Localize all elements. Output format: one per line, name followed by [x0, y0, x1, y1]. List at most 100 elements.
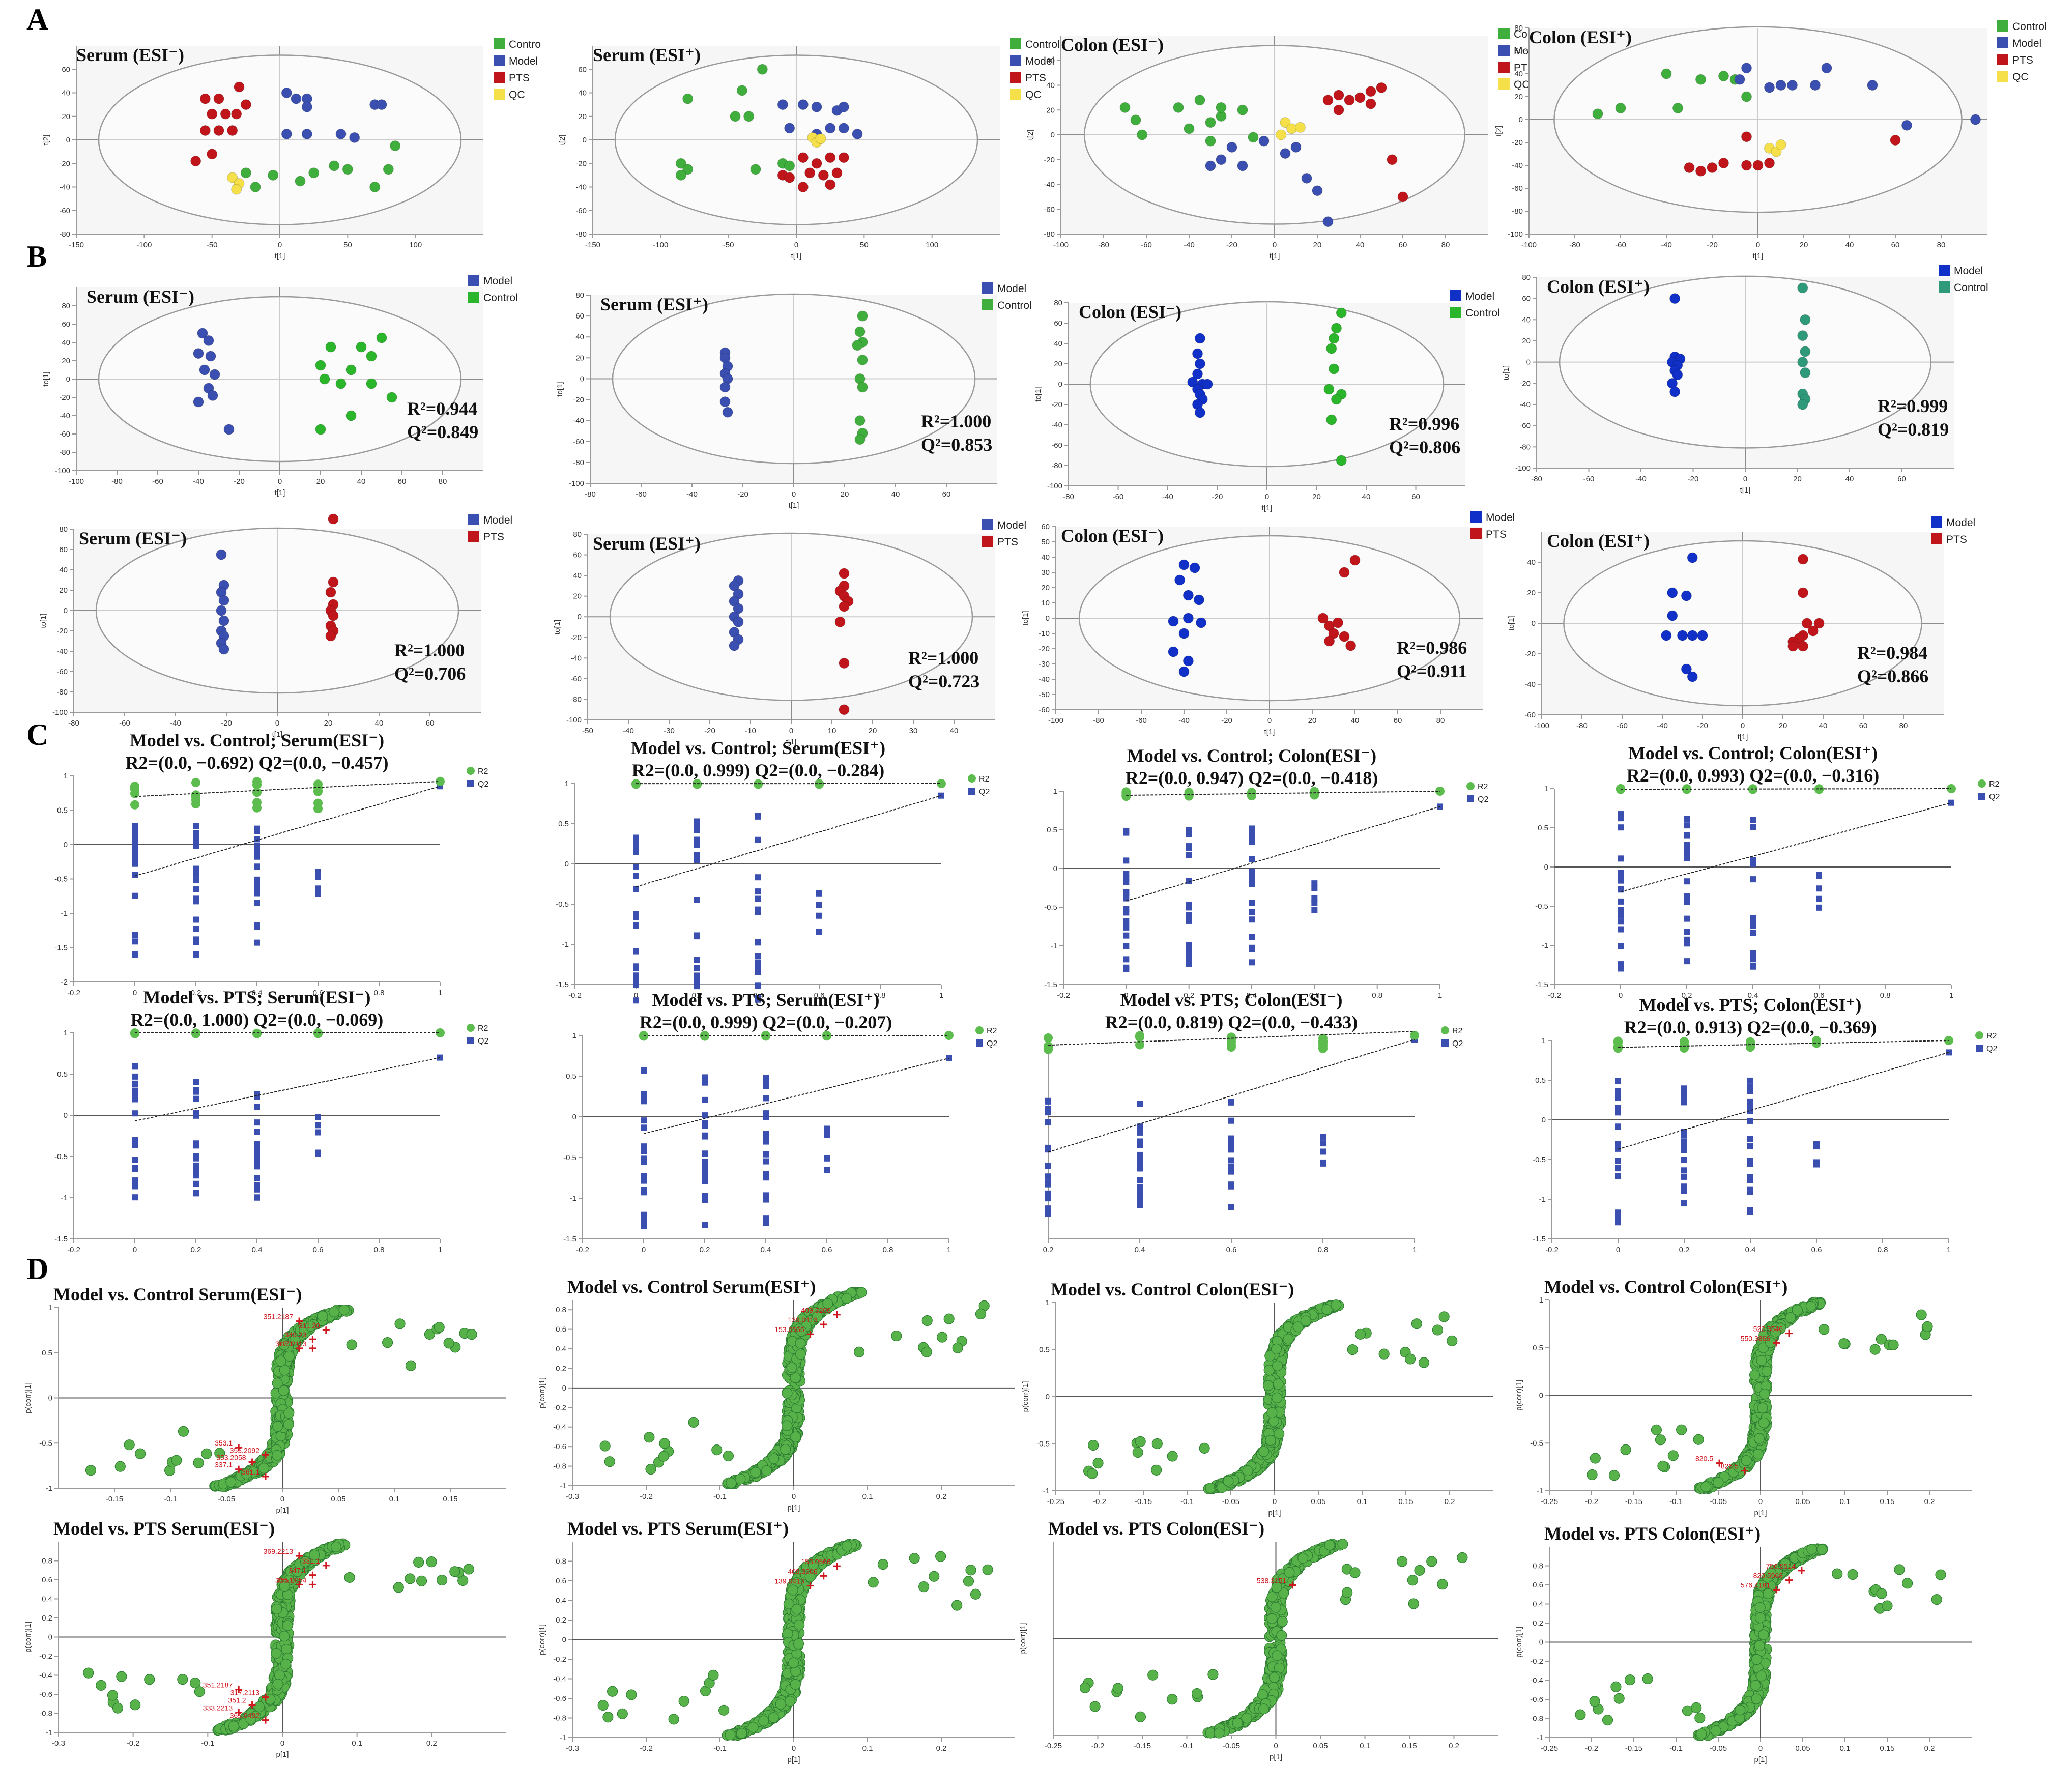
variable-point	[416, 1575, 427, 1586]
q2-point	[193, 936, 199, 943]
x-tick-label: 0.2	[936, 1744, 947, 1753]
y-tick-label: 20	[1041, 584, 1050, 592]
x-tick-label: -60	[1615, 241, 1626, 249]
y-tick-label: 40	[1527, 558, 1536, 567]
q2-point	[1615, 1123, 1621, 1130]
variable-point	[1151, 1438, 1163, 1450]
x-tick-label: -100	[69, 477, 84, 486]
y-tick-label: -0.5	[1535, 902, 1548, 911]
y-tick-label: -2	[61, 978, 68, 987]
point-pts	[1707, 162, 1718, 173]
x-tick-label: -20	[234, 477, 245, 486]
x-tick-label: 80	[1899, 721, 1908, 730]
x-tick-label: -40	[1661, 241, 1672, 249]
x-tick-label: 40	[1356, 241, 1365, 249]
r2-stat: R²=0.984	[1857, 643, 1927, 663]
x-tick-label: 0	[792, 490, 796, 499]
x-tick-label: 0.4	[1745, 1246, 1756, 1254]
y-axis-label: t[2]	[42, 135, 50, 146]
q2-point	[702, 1193, 708, 1199]
legend-q2-marker	[976, 1039, 983, 1047]
variable-point	[393, 1582, 404, 1593]
q2-point	[1615, 1078, 1621, 1084]
variable-point	[214, 1448, 225, 1459]
x-tick-label: -0.1	[164, 1495, 177, 1504]
variable-point	[786, 1362, 797, 1373]
point-control	[319, 373, 330, 385]
variable-point	[1620, 1444, 1631, 1455]
chart-title: Model vs. Control Colon(ESI⁺)	[1544, 1277, 1787, 1297]
y-tick-label: -0.8	[553, 1462, 566, 1471]
point-qc	[1276, 129, 1287, 140]
legend-swatch	[982, 519, 993, 530]
y-tick-label: -1	[46, 1484, 52, 1493]
chart-title: Serum (ESI⁺)	[593, 533, 701, 554]
chart-title: Model vs. PTS; Serum(ESI⁻)	[143, 987, 370, 1007]
q2-point	[1249, 934, 1255, 940]
point-pts	[1752, 160, 1764, 171]
point-pts	[839, 601, 850, 612]
x-tick-label: 0	[1616, 1246, 1620, 1254]
x-tick-label: 1	[438, 1246, 442, 1254]
q2-point	[641, 1223, 647, 1229]
q2-point	[1747, 1207, 1753, 1213]
x-tick-label: 20	[324, 719, 333, 728]
x-tick-label: -40	[686, 490, 698, 499]
q2-point	[755, 813, 761, 819]
point-control	[1323, 384, 1335, 395]
x-tick-label: 1	[1438, 991, 1442, 1000]
marker-label: 347.1	[289, 1567, 306, 1575]
r2-point	[1135, 1032, 1144, 1042]
y-axis-label: to[1]	[1021, 611, 1030, 625]
variable-point	[750, 1467, 761, 1478]
x-tick-label: 1	[1412, 1246, 1417, 1254]
q2-point	[1249, 827, 1255, 833]
score-plot-b22: -100 -80 -60 -40 -20 0 20 40 60 80-60-50-40-30-20…	[1021, 511, 1515, 736]
y-tick-label: -0.2	[553, 1655, 566, 1664]
y-tick-label: 40	[573, 571, 582, 580]
q2-point	[193, 865, 199, 872]
r2-point	[1121, 791, 1131, 800]
variable-point	[841, 1293, 852, 1304]
point-pts	[784, 172, 795, 183]
x-tick-label: -60	[152, 477, 163, 486]
point-model	[1301, 172, 1312, 184]
r2-point	[1044, 1045, 1053, 1054]
legend-swatch	[1997, 37, 2008, 48]
q2-point	[315, 885, 321, 892]
point-control	[784, 160, 795, 171]
variable-point	[1151, 1464, 1162, 1476]
chart-subtitle: R2=(0.0, 0.947) Q2=(0.0, −0.418)	[1126, 768, 1378, 788]
x-tick-label: 0	[278, 241, 282, 249]
q2-point	[1684, 893, 1690, 900]
y-axis-label: to[1]	[1507, 616, 1516, 630]
y-axis-label: p(corr)[1]	[24, 1622, 33, 1653]
q2-point	[1681, 1167, 1687, 1174]
q2-point	[1684, 855, 1690, 861]
x-tick-label: 0.8	[1878, 1246, 1888, 1254]
y-tick-label: 0.2	[556, 1616, 566, 1625]
q2-point	[633, 997, 639, 1004]
y-tick-label: 40	[1046, 81, 1055, 90]
point-pts	[1695, 165, 1706, 177]
chart-title: Model vs. PTS; Colon(ESI⁻)	[1120, 990, 1342, 1010]
variable-point	[114, 1461, 126, 1472]
q2-point	[702, 1222, 708, 1228]
q2-point	[132, 1063, 138, 1070]
y-tick-label: 60	[575, 312, 584, 321]
x-tick-label: -0.05	[218, 1495, 235, 1504]
point-pts	[240, 99, 251, 110]
point-pts	[1807, 625, 1819, 637]
q2-point	[755, 953, 761, 960]
q2-regression-line	[1126, 806, 1440, 902]
q2-point	[254, 1141, 260, 1147]
r2-point	[937, 779, 946, 788]
marker-label: 353.1	[215, 1439, 233, 1447]
q2-point	[193, 926, 199, 932]
x-tick-label: -40	[1178, 716, 1190, 725]
legend-label: Control	[1954, 282, 1988, 294]
y-tick-label: -60	[1512, 184, 1523, 193]
y-tick-label: 0.8	[42, 1557, 52, 1566]
variable-point	[768, 1453, 780, 1464]
marker-label: 337.1	[215, 1461, 233, 1469]
